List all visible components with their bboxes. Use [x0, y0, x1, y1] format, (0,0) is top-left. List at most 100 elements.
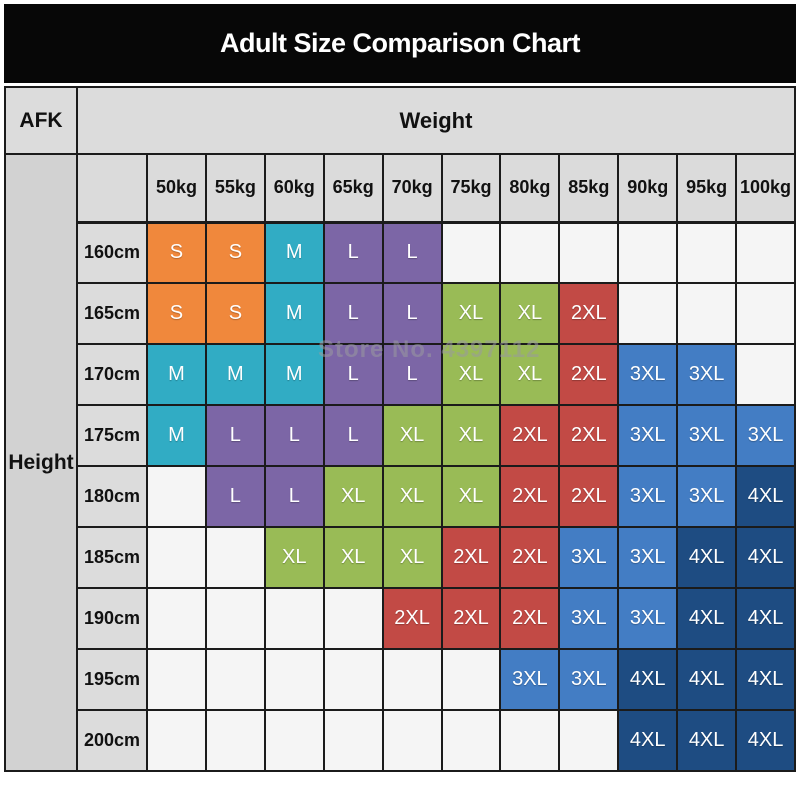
size-cell: XL: [499, 343, 561, 406]
table-row: 175cm M L L L XL XL 2XL 2XL 3XL 3XL 3XL: [5, 404, 796, 467]
size-cell: XL: [322, 526, 384, 589]
size-cell: S: [146, 221, 207, 284]
empty-cell: [558, 709, 620, 772]
size-cell: XL: [381, 404, 443, 467]
size-cell: XL: [440, 343, 502, 406]
weight-header: 50kg: [146, 153, 207, 224]
size-cell: XL: [381, 465, 443, 528]
table-row: 180cm L L XL XL XL 2XL 2XL 3XL 3XL 4XL: [5, 465, 796, 528]
size-cell: 3XL: [617, 465, 679, 528]
empty-cell: [558, 221, 620, 284]
weight-header: 100kg: [735, 153, 796, 224]
height-axis-label: Height: [4, 153, 78, 772]
size-cell: 3XL: [558, 648, 620, 711]
empty-cell: [263, 648, 325, 711]
height-row-label: 190cm: [76, 587, 148, 650]
empty-cell: [146, 526, 207, 589]
size-cell: M: [263, 343, 325, 406]
size-cell: 4XL: [676, 526, 738, 589]
size-cell: 2XL: [499, 465, 561, 528]
weight-header: 60kg: [263, 153, 325, 224]
table-row: 200cm 4XL 4XL 4XL: [5, 709, 796, 772]
size-cell: 2XL: [440, 587, 502, 650]
size-cell: 3XL: [499, 648, 561, 711]
weight-axis-label: Weight: [76, 86, 796, 155]
size-cell: XL: [381, 526, 443, 589]
size-cell: M: [263, 282, 325, 345]
size-cell: 3XL: [617, 404, 679, 467]
weight-header: 70kg: [381, 153, 443, 224]
empty-cell: [204, 648, 266, 711]
size-cell: 2XL: [440, 526, 502, 589]
empty-cell: [735, 282, 796, 345]
height-row-label: 165cm: [76, 282, 148, 345]
size-cell: L: [381, 221, 443, 284]
size-cell: 3XL: [617, 526, 679, 589]
empty-cell: [263, 709, 325, 772]
size-cell: 2XL: [558, 404, 620, 467]
height-row-label: 180cm: [76, 465, 148, 528]
size-cell: 3XL: [676, 465, 738, 528]
size-cell: L: [322, 221, 384, 284]
size-cell: 2XL: [499, 404, 561, 467]
size-cell: L: [322, 343, 384, 406]
size-cell: 3XL: [676, 343, 738, 406]
empty-cell: [381, 709, 443, 772]
size-cell: L: [381, 282, 443, 345]
size-cell: 4XL: [735, 709, 796, 772]
size-cell: 2XL: [558, 465, 620, 528]
size-cell: 4XL: [735, 587, 796, 650]
size-cell: XL: [440, 404, 502, 467]
empty-cell: [204, 709, 266, 772]
size-cell: XL: [263, 526, 325, 589]
brand-weight-row: AFK Weight: [4, 86, 796, 155]
size-cell: S: [146, 282, 207, 345]
size-cell: 3XL: [558, 526, 620, 589]
height-row-label: 160cm: [76, 221, 148, 284]
size-cell: XL: [440, 465, 502, 528]
empty-cell: [204, 587, 266, 650]
weight-header: 85kg: [558, 153, 620, 224]
size-cell: XL: [499, 282, 561, 345]
weight-header: 80kg: [499, 153, 561, 224]
size-cell: L: [322, 282, 384, 345]
empty-cell: [735, 221, 796, 284]
table-row: 190cm 2XL 2XL 2XL 3XL 3XL 4XL 4XL: [5, 587, 796, 650]
size-cell: 2XL: [558, 282, 620, 345]
height-row-label: 195cm: [76, 648, 148, 711]
table-row: 185cm XL XL XL 2XL 2XL 3XL 3XL 4XL 4XL: [5, 526, 796, 589]
brand-label: AFK: [4, 86, 78, 155]
empty-cell: [617, 221, 679, 284]
height-row-label: 200cm: [76, 709, 148, 772]
table-row: 160cm S S M L L: [5, 221, 796, 284]
size-cell: 2XL: [499, 587, 561, 650]
size-cell: 3XL: [676, 404, 738, 467]
empty-cell: [146, 465, 207, 528]
empty-cell: [204, 526, 266, 589]
weight-header: 95kg: [676, 153, 738, 224]
size-cell: L: [263, 404, 325, 467]
size-cell: 2XL: [381, 587, 443, 650]
weight-header: 55kg: [204, 153, 266, 224]
size-cell: S: [204, 282, 266, 345]
size-table-body: AFK Weight Height 50kg 55kg 60kg 65kg 70kg 75…: [4, 86, 796, 772]
size-cell: 4XL: [617, 648, 679, 711]
size-cell: 4XL: [735, 648, 796, 711]
empty-cell: [322, 648, 384, 711]
size-cell: 4XL: [617, 709, 679, 772]
empty-cell: [146, 587, 207, 650]
height-row-label: 175cm: [76, 404, 148, 467]
empty-cell: [735, 343, 796, 406]
size-cell: 3XL: [617, 343, 679, 406]
size-cell: 3XL: [617, 587, 679, 650]
empty-cell: [440, 709, 502, 772]
empty-cell: [381, 648, 443, 711]
size-cell: 4XL: [735, 465, 796, 528]
empty-cell: [499, 221, 561, 284]
height-row-label: 185cm: [76, 526, 148, 589]
size-cell: L: [263, 465, 325, 528]
chart-title: Adult Size Comparison Chart: [4, 4, 796, 83]
empty-cell: [263, 587, 325, 650]
size-cell: M: [146, 404, 207, 467]
